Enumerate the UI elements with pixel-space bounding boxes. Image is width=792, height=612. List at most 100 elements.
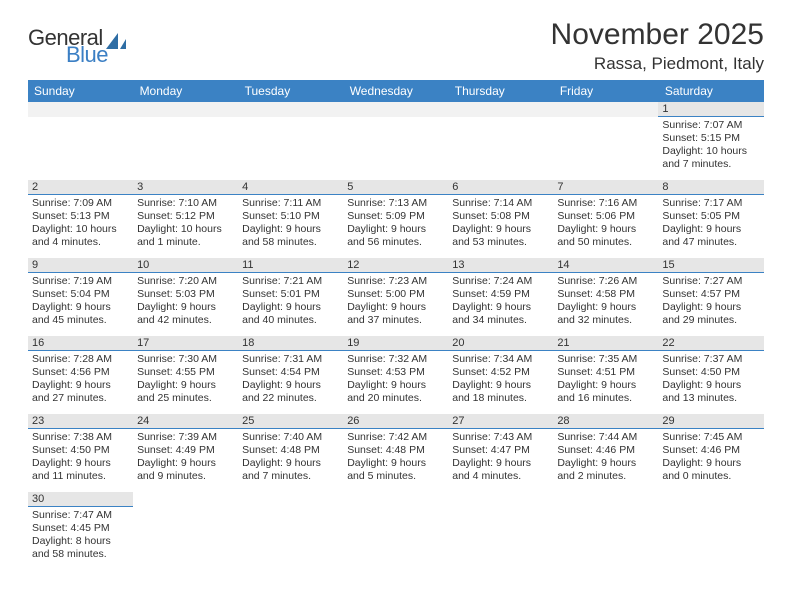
empty-day-cell [343, 102, 448, 180]
sunset-text: Sunset: 4:48 PM [347, 444, 444, 457]
daylight2-text: and 1 minute. [137, 236, 234, 249]
day-body: Sunrise: 7:39 AMSunset: 4:49 PMDaylight:… [133, 429, 238, 486]
day-number-bar: 11 [238, 258, 343, 273]
weekday-header: Monday [133, 80, 238, 102]
daylight1-text: Daylight: 9 hours [452, 457, 549, 470]
day-cell: 22Sunrise: 7:37 AMSunset: 4:50 PMDayligh… [658, 336, 763, 414]
sunrise-text: Sunrise: 7:16 AM [557, 197, 654, 210]
calendar-week: 23Sunrise: 7:38 AMSunset: 4:50 PMDayligh… [28, 414, 764, 492]
day-cell: 28Sunrise: 7:44 AMSunset: 4:46 PMDayligh… [553, 414, 658, 492]
sunrise-text: Sunrise: 7:31 AM [242, 353, 339, 366]
sunset-text: Sunset: 4:58 PM [557, 288, 654, 301]
sunset-text: Sunset: 4:47 PM [452, 444, 549, 457]
weekday-header: Friday [553, 80, 658, 102]
weekday-header: Wednesday [343, 80, 448, 102]
sunrise-text: Sunrise: 7:14 AM [452, 197, 549, 210]
day-number-bar: 12 [343, 258, 448, 273]
daylight1-text: Daylight: 9 hours [32, 379, 129, 392]
day-number-bar: 6 [448, 180, 553, 195]
empty-day-cell [658, 492, 763, 564]
logo-text: General Blue [28, 28, 108, 65]
daylight2-text: and 37 minutes. [347, 314, 444, 327]
sunset-text: Sunset: 4:53 PM [347, 366, 444, 379]
day-number-bar: 3 [133, 180, 238, 195]
day-cell: 27Sunrise: 7:43 AMSunset: 4:47 PMDayligh… [448, 414, 553, 492]
daylight2-text: and 7 minutes. [242, 470, 339, 483]
day-cell: 16Sunrise: 7:28 AMSunset: 4:56 PMDayligh… [28, 336, 133, 414]
sunset-text: Sunset: 5:00 PM [347, 288, 444, 301]
day-body: Sunrise: 7:10 AMSunset: 5:12 PMDaylight:… [133, 195, 238, 252]
sunrise-text: Sunrise: 7:28 AM [32, 353, 129, 366]
calendar-page: General Blue November 2025 Rassa, Piedmo… [0, 0, 792, 564]
daylight1-text: Daylight: 8 hours [32, 535, 129, 548]
sunrise-text: Sunrise: 7:45 AM [662, 431, 759, 444]
calendar-week: 16Sunrise: 7:28 AMSunset: 4:56 PMDayligh… [28, 336, 764, 414]
daylight2-text: and 9 minutes. [137, 470, 234, 483]
day-body: Sunrise: 7:30 AMSunset: 4:55 PMDaylight:… [133, 351, 238, 408]
daylight1-text: Daylight: 9 hours [452, 223, 549, 236]
sunrise-text: Sunrise: 7:30 AM [137, 353, 234, 366]
daylight2-text: and 18 minutes. [452, 392, 549, 405]
day-cell: 9Sunrise: 7:19 AMSunset: 5:04 PMDaylight… [28, 258, 133, 336]
sunset-text: Sunset: 4:56 PM [32, 366, 129, 379]
day-body: Sunrise: 7:16 AMSunset: 5:06 PMDaylight:… [553, 195, 658, 252]
day-cell: 3Sunrise: 7:10 AMSunset: 5:12 PMDaylight… [133, 180, 238, 258]
calendar-week: 9Sunrise: 7:19 AMSunset: 5:04 PMDaylight… [28, 258, 764, 336]
empty-day-cell [448, 492, 553, 564]
weekday-header: Tuesday [238, 80, 343, 102]
empty-day-cell [28, 102, 133, 180]
sunrise-text: Sunrise: 7:09 AM [32, 197, 129, 210]
sunrise-text: Sunrise: 7:17 AM [662, 197, 759, 210]
day-number-bar: 26 [343, 414, 448, 429]
daylight2-text: and 34 minutes. [452, 314, 549, 327]
daylight1-text: Daylight: 9 hours [137, 457, 234, 470]
day-body: Sunrise: 7:32 AMSunset: 4:53 PMDaylight:… [343, 351, 448, 408]
day-body: Sunrise: 7:07 AMSunset: 5:15 PMDaylight:… [658, 117, 763, 174]
sunset-text: Sunset: 5:12 PM [137, 210, 234, 223]
sunset-text: Sunset: 4:50 PM [662, 366, 759, 379]
daylight2-text: and 7 minutes. [662, 158, 759, 171]
daylight2-text: and 58 minutes. [242, 236, 339, 249]
day-cell: 1Sunrise: 7:07 AMSunset: 5:15 PMDaylight… [658, 102, 763, 180]
daylight2-text: and 13 minutes. [662, 392, 759, 405]
daylight2-text: and 32 minutes. [557, 314, 654, 327]
daylight1-text: Daylight: 9 hours [137, 301, 234, 314]
sunset-text: Sunset: 4:52 PM [452, 366, 549, 379]
day-cell: 5Sunrise: 7:13 AMSunset: 5:09 PMDaylight… [343, 180, 448, 258]
sunset-text: Sunset: 4:57 PM [662, 288, 759, 301]
day-cell: 13Sunrise: 7:24 AMSunset: 4:59 PMDayligh… [448, 258, 553, 336]
weekday-header: Saturday [658, 80, 763, 102]
daylight2-text: and 27 minutes. [32, 392, 129, 405]
sunrise-text: Sunrise: 7:21 AM [242, 275, 339, 288]
daylight2-text: and 11 minutes. [32, 470, 129, 483]
sunset-text: Sunset: 4:59 PM [452, 288, 549, 301]
daylight1-text: Daylight: 9 hours [347, 223, 444, 236]
daylight2-text: and 47 minutes. [662, 236, 759, 249]
sunrise-text: Sunrise: 7:43 AM [452, 431, 549, 444]
day-cell: 14Sunrise: 7:26 AMSunset: 4:58 PMDayligh… [553, 258, 658, 336]
daylight2-text: and 16 minutes. [557, 392, 654, 405]
sunrise-text: Sunrise: 7:13 AM [347, 197, 444, 210]
daylight1-text: Daylight: 9 hours [347, 457, 444, 470]
day-cell: 11Sunrise: 7:21 AMSunset: 5:01 PMDayligh… [238, 258, 343, 336]
daylight1-text: Daylight: 9 hours [452, 301, 549, 314]
day-number-bar: 1 [658, 102, 763, 117]
daylight2-text: and 20 minutes. [347, 392, 444, 405]
empty-day-bar [448, 102, 553, 117]
day-body: Sunrise: 7:24 AMSunset: 4:59 PMDaylight:… [448, 273, 553, 330]
sunrise-text: Sunrise: 7:40 AM [242, 431, 339, 444]
weekday-header: Thursday [448, 80, 553, 102]
sunset-text: Sunset: 5:15 PM [662, 132, 759, 145]
empty-day-cell [553, 492, 658, 564]
daylight2-text: and 0 minutes. [662, 470, 759, 483]
month-title: November 2025 [551, 18, 764, 52]
calendar-body: 1Sunrise: 7:07 AMSunset: 5:15 PMDaylight… [28, 102, 764, 564]
day-cell: 20Sunrise: 7:34 AMSunset: 4:52 PMDayligh… [448, 336, 553, 414]
day-cell: 17Sunrise: 7:30 AMSunset: 4:55 PMDayligh… [133, 336, 238, 414]
day-number-bar: 14 [553, 258, 658, 273]
sunrise-text: Sunrise: 7:32 AM [347, 353, 444, 366]
daylight2-text: and 56 minutes. [347, 236, 444, 249]
day-cell: 12Sunrise: 7:23 AMSunset: 5:00 PMDayligh… [343, 258, 448, 336]
day-body: Sunrise: 7:20 AMSunset: 5:03 PMDaylight:… [133, 273, 238, 330]
day-body: Sunrise: 7:11 AMSunset: 5:10 PMDaylight:… [238, 195, 343, 252]
